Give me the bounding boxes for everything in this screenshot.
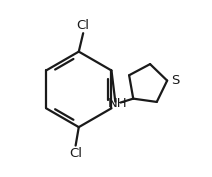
Text: S: S — [171, 74, 179, 87]
Text: NH: NH — [108, 97, 127, 110]
Text: Cl: Cl — [69, 147, 82, 160]
Text: Cl: Cl — [77, 19, 90, 32]
